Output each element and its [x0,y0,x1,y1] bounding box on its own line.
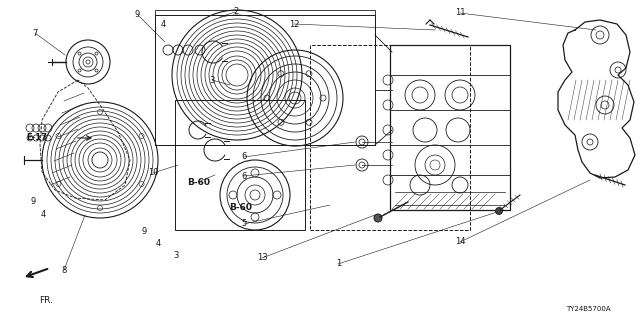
Text: 14: 14 [456,237,466,246]
Text: 3: 3 [173,252,179,260]
Text: 9: 9 [135,10,140,19]
Bar [175,100,305,230]
Bar [310,45,470,230]
Text: 13: 13 [257,253,268,262]
Text: 4: 4 [161,20,166,28]
Text: 10: 10 [148,168,159,177]
Text: 6: 6 [242,152,247,161]
Text: 1: 1 [337,260,342,268]
Bar [155,10,375,145]
Text: 11: 11 [456,8,466,17]
Text: 5: 5 [242,220,247,228]
Text: 4: 4 [41,210,46,219]
Bar [155,15,375,145]
Text: E-17: E-17 [26,133,47,142]
Text: 9: 9 [31,197,36,206]
Text: 12: 12 [289,20,300,28]
Text: 6: 6 [242,172,247,180]
Text: 7: 7 [33,29,38,38]
Text: FR.: FR. [39,296,53,305]
Circle shape [374,214,382,222]
Text: B-60: B-60 [187,178,210,187]
Text: 2: 2 [233,7,238,16]
Bar [390,45,510,210]
Text: 4: 4 [156,239,161,248]
Text: B-60: B-60 [229,204,252,212]
Text: 8: 8 [61,266,67,275]
Text: 9: 9 [141,228,147,236]
Text: TY24B5700A: TY24B5700A [566,306,611,312]
Circle shape [495,207,502,214]
Text: 3: 3 [210,76,215,84]
